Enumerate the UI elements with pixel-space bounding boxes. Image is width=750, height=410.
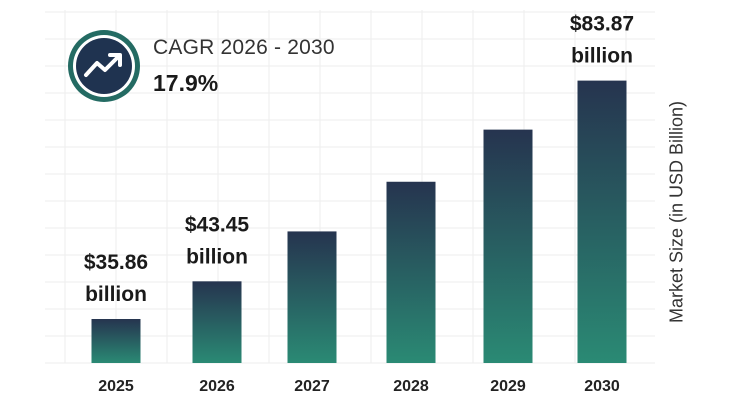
bar-2026 xyxy=(192,281,242,363)
trending-up-icon xyxy=(68,30,140,102)
bar-value-label: billion xyxy=(85,283,147,306)
x-tick-label: 2027 xyxy=(294,378,330,395)
bar-2027 xyxy=(287,231,337,363)
bar-2029 xyxy=(483,129,533,363)
cagr-badge xyxy=(66,28,142,104)
bar-2025 xyxy=(91,319,141,363)
bar-value-label: billion xyxy=(186,245,248,268)
cagr-value: 17.9% xyxy=(153,70,219,96)
cagr-label: CAGR 2026 - 2030 xyxy=(153,36,335,59)
y-axis-label: Market Size (in USD Billion) xyxy=(666,100,687,324)
x-axis-ticks: 2025 2026 2027 2028 2029 2030 xyxy=(98,378,620,395)
bar-2030 xyxy=(577,80,627,364)
x-tick-label: 2028 xyxy=(393,378,429,395)
x-tick-label: 2025 xyxy=(98,378,134,395)
bar-2028 xyxy=(386,181,436,363)
x-tick-label: 2026 xyxy=(199,378,235,395)
bar-value-label: $83.87 xyxy=(570,13,634,36)
bar-value-label: billion xyxy=(571,45,633,68)
x-tick-label: 2030 xyxy=(584,378,620,395)
x-tick-label: 2029 xyxy=(490,378,526,395)
bars xyxy=(91,80,627,364)
bar-value-label: $43.45 xyxy=(185,213,250,236)
bar-value-labels: $35.86 billion $43.45 billion $83.87 billion xyxy=(84,13,634,306)
gridlines xyxy=(45,10,655,364)
bar-value-label: $35.86 xyxy=(84,251,148,274)
